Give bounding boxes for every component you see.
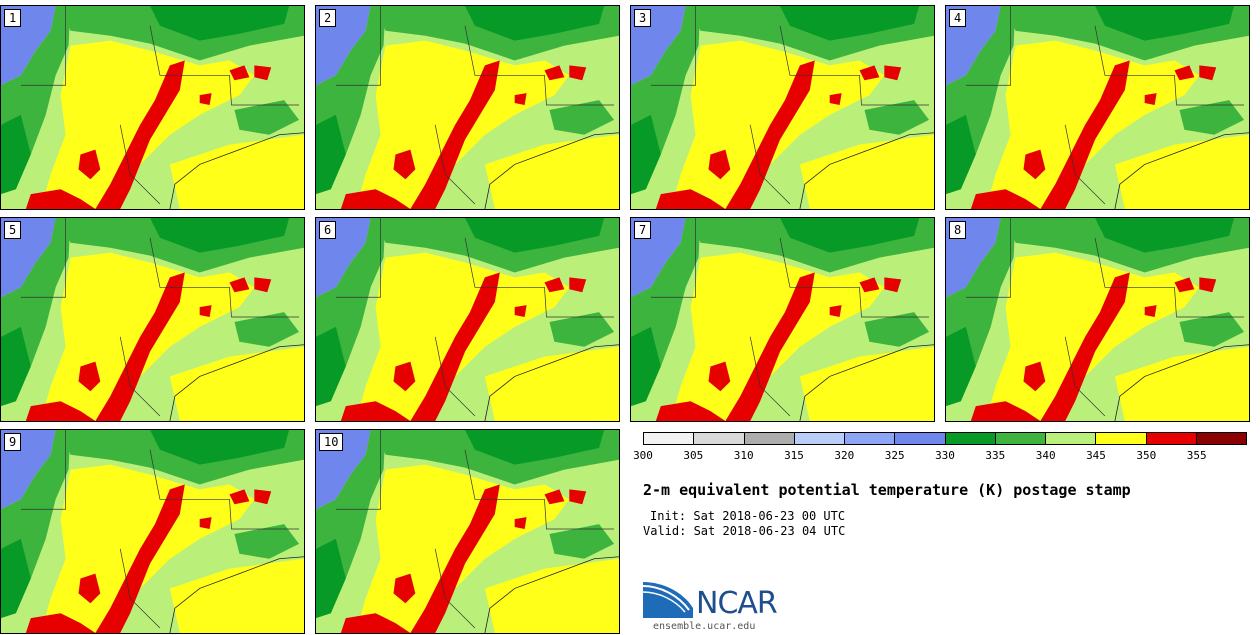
colorbar-segment bbox=[1095, 433, 1146, 444]
map-field bbox=[946, 218, 1249, 421]
stamp-number: 8 bbox=[949, 221, 967, 239]
map-field bbox=[316, 430, 619, 633]
colorbar-segment bbox=[944, 433, 995, 444]
stamp-number: 4 bbox=[949, 9, 967, 27]
stamp-number: 3 bbox=[634, 9, 652, 27]
ncar-logo-icon bbox=[643, 582, 693, 618]
valid-time: Valid: Sat 2018-06-23 04 UTC bbox=[643, 524, 846, 538]
colorbar-segment bbox=[1195, 433, 1246, 444]
colorbar-segment bbox=[894, 433, 945, 444]
colorbar-segment bbox=[743, 433, 794, 444]
colorbar-tick-label: 340 bbox=[1035, 449, 1056, 462]
colorbar-tick-label: 335 bbox=[985, 449, 1006, 462]
stamp-panel-4: 4 bbox=[945, 5, 1250, 210]
colorbar-tick-label: 320 bbox=[834, 449, 855, 462]
colorbar-tick-label: 350 bbox=[1136, 449, 1157, 462]
stamp-panel-7: 7 bbox=[630, 217, 935, 422]
colorbar-tick-labels: 300 305 310 315 320 325 330 335 340 345 350 355 bbox=[633, 449, 1247, 463]
stamp-panel-2: 2 bbox=[315, 5, 620, 210]
map-field bbox=[946, 6, 1249, 209]
colorbar-segment bbox=[1145, 433, 1196, 444]
stamp-number: 1 bbox=[4, 9, 22, 27]
colorbar-segment bbox=[693, 433, 744, 444]
ncar-url: ensemble.ucar.edu bbox=[653, 621, 756, 632]
colorbar-tick-label: 325 bbox=[884, 449, 905, 462]
stamp-panel-3: 3 bbox=[630, 5, 935, 210]
map-field bbox=[1, 6, 304, 209]
colorbar-tick-label: 305 bbox=[683, 449, 704, 462]
stamp-number: 2 bbox=[319, 9, 337, 27]
colorbar-segment bbox=[644, 433, 694, 444]
map-field bbox=[1, 218, 304, 421]
stamp-panel-9: 9 bbox=[0, 429, 305, 634]
colorbar-segment bbox=[1045, 433, 1096, 444]
stamp-panel-10: 10 bbox=[315, 429, 620, 634]
colorbar-tick-label: 355 bbox=[1186, 449, 1207, 462]
map-field bbox=[631, 6, 934, 209]
ncar-wordmark: NCAR bbox=[696, 586, 778, 621]
map-field bbox=[316, 6, 619, 209]
colorbar-tick-label: 315 bbox=[784, 449, 804, 462]
colorbar-segment bbox=[994, 433, 1045, 444]
stamp-number: 9 bbox=[4, 433, 22, 451]
colorbar-segment bbox=[793, 433, 844, 444]
map-field bbox=[1, 430, 304, 633]
stamp-panel-5: 5 bbox=[0, 217, 305, 422]
stamp-panel-8: 8 bbox=[945, 217, 1250, 422]
colorbar-tick-label: 330 bbox=[935, 449, 955, 462]
stamp-number: 10 bbox=[319, 433, 344, 451]
colorbar-tick-label: 345 bbox=[1086, 449, 1106, 462]
colorbar-tick-label: 300 bbox=[633, 449, 653, 462]
map-field bbox=[631, 218, 934, 421]
colorbar-segment bbox=[844, 433, 895, 444]
stamp-number: 6 bbox=[319, 221, 337, 239]
colorbar bbox=[643, 432, 1247, 445]
stamp-panel-6: 6 bbox=[315, 217, 620, 422]
stamp-number: 5 bbox=[4, 221, 22, 239]
stamp-panel-1: 1 bbox=[0, 5, 305, 210]
init-time: Init: Sat 2018-06-23 00 UTC bbox=[650, 509, 846, 523]
figure-title: 2-m equivalent potential temperature (K)… bbox=[643, 481, 1131, 499]
stamp-number: 7 bbox=[634, 221, 652, 239]
colorbar-tick-label: 310 bbox=[733, 449, 754, 462]
map-field bbox=[316, 218, 619, 421]
